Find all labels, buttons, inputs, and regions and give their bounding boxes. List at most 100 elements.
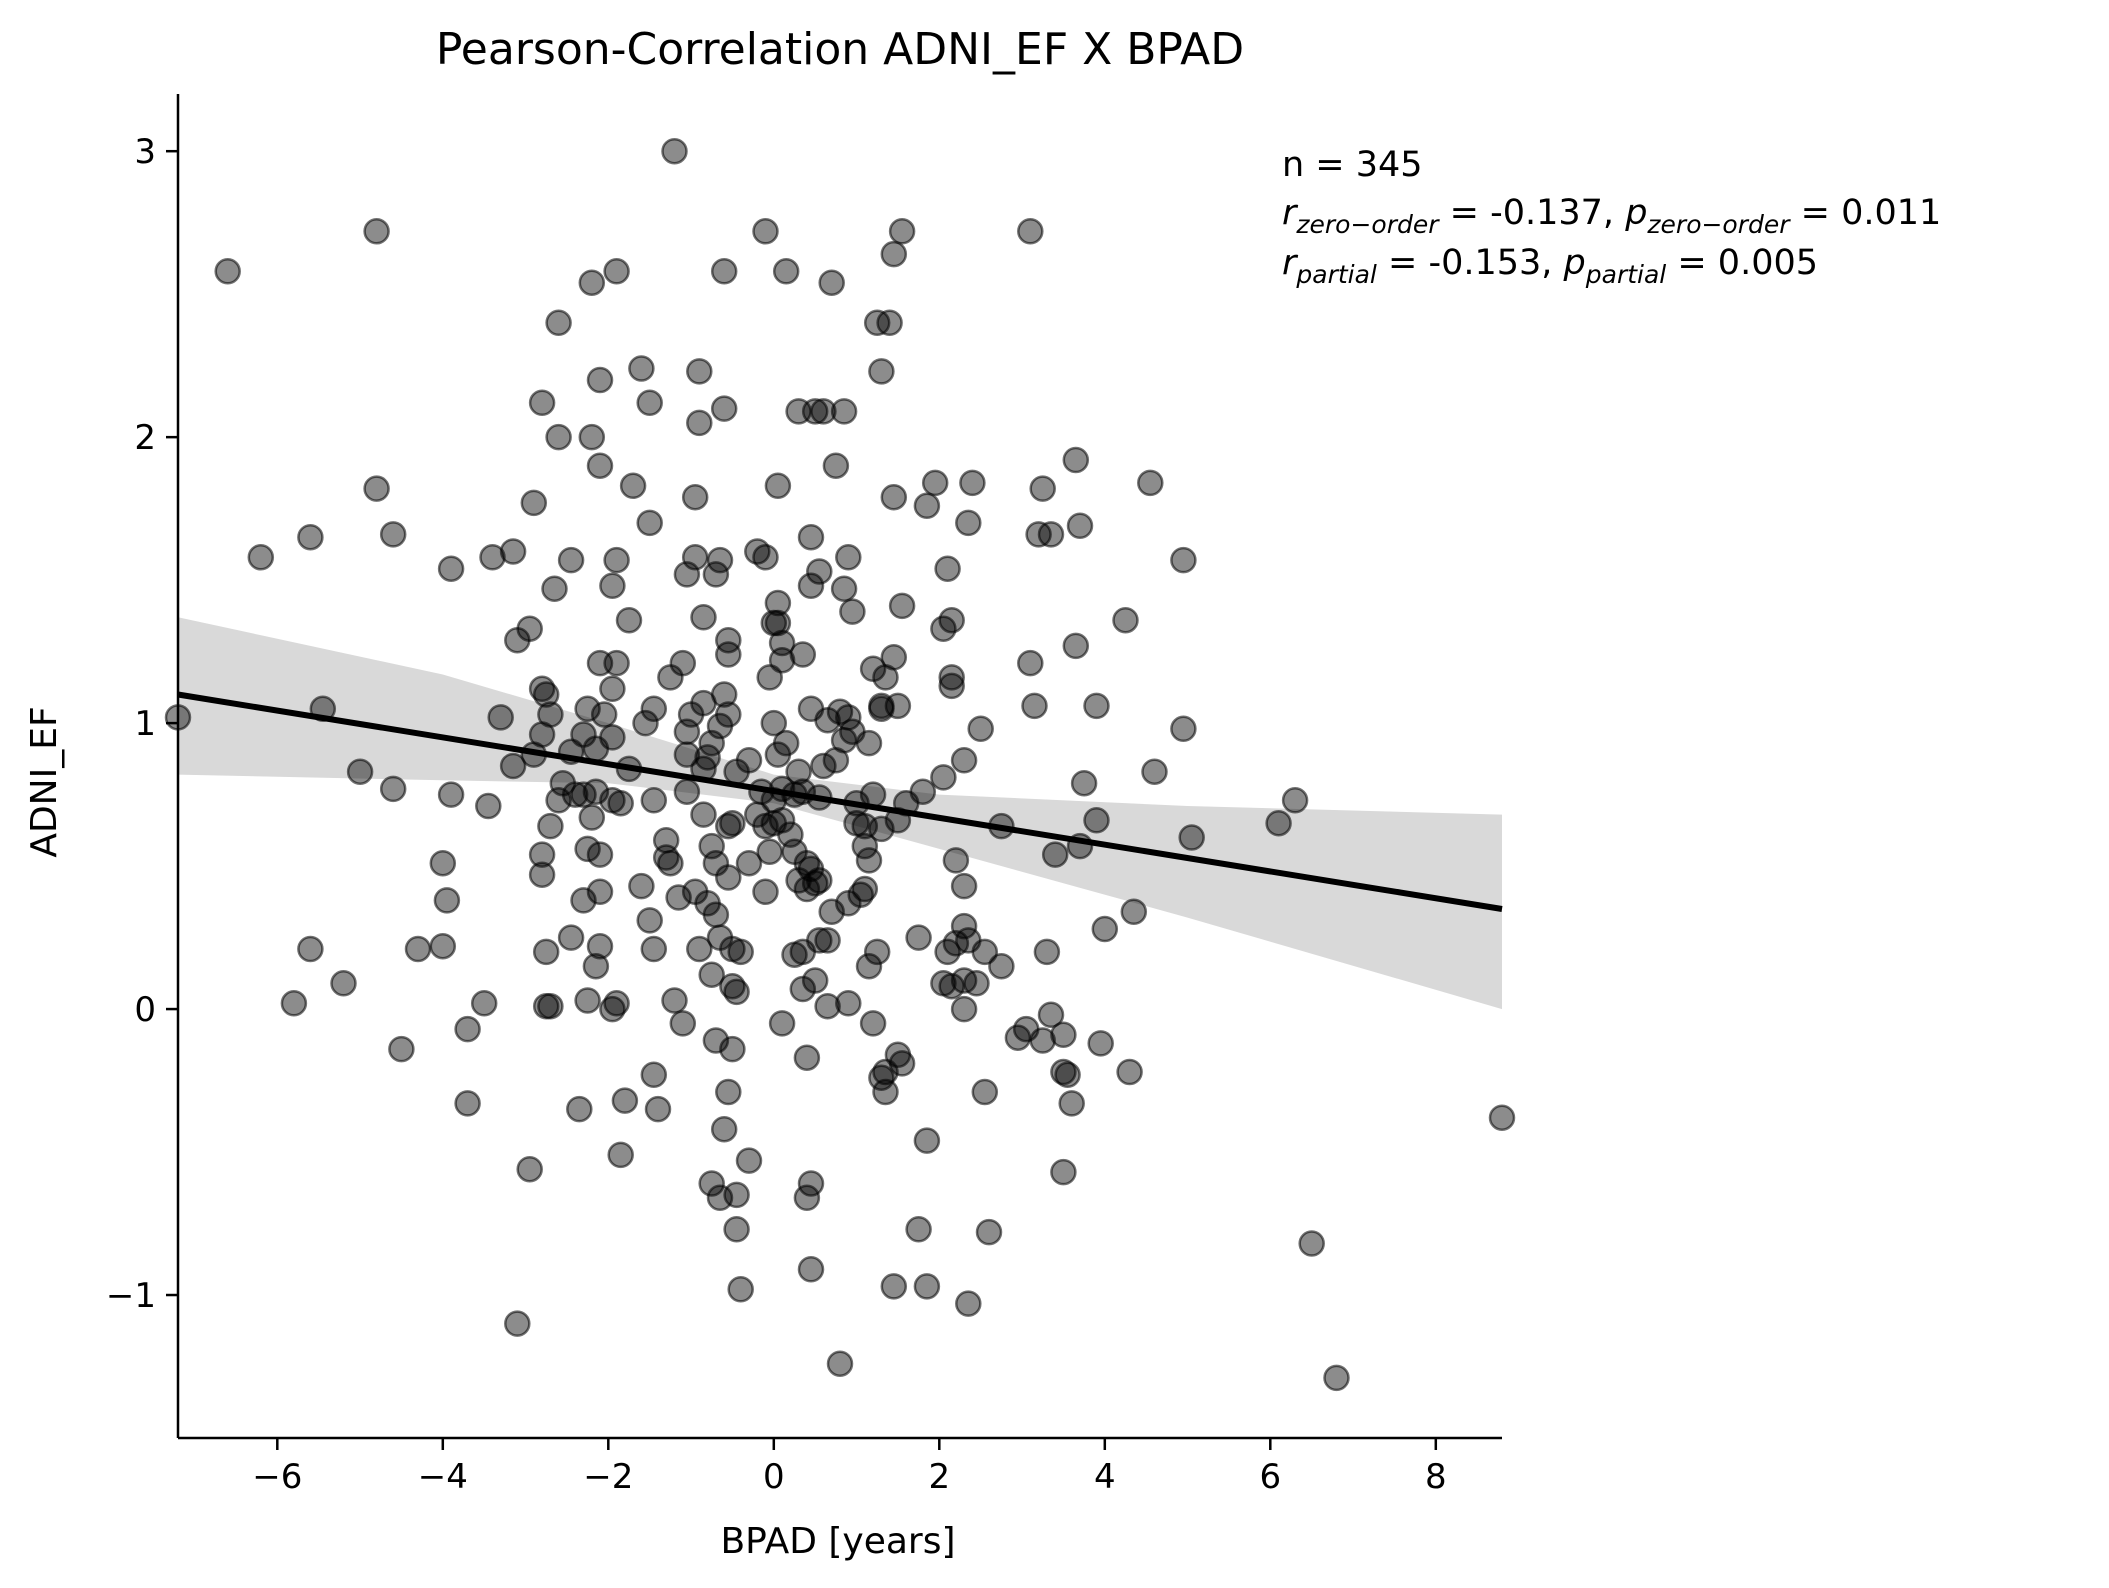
data-point bbox=[888, 592, 916, 620]
data-point bbox=[715, 812, 742, 840]
p-symbol: p bbox=[1563, 243, 1586, 283]
data-point bbox=[764, 589, 792, 617]
data-point bbox=[818, 269, 845, 296]
x-tick-label: 4 bbox=[1094, 1457, 1116, 1497]
data-point bbox=[988, 952, 1015, 980]
data-point bbox=[938, 672, 965, 700]
data-point bbox=[839, 598, 866, 625]
data-point bbox=[582, 735, 610, 763]
data-point bbox=[657, 664, 684, 691]
data-point bbox=[640, 695, 668, 723]
data-point bbox=[967, 715, 994, 743]
data-point bbox=[826, 1350, 854, 1377]
data-point bbox=[603, 649, 630, 677]
data-point bbox=[797, 1170, 825, 1197]
axes bbox=[176, 94, 1502, 1440]
data-point bbox=[822, 747, 850, 774]
data-point bbox=[586, 932, 614, 960]
data-point bbox=[628, 872, 655, 900]
data-point bbox=[801, 398, 829, 425]
data-point bbox=[855, 847, 883, 874]
annotation-zero-order: rzero−order = -0.137, pzero−order = 0.01… bbox=[1282, 193, 1941, 239]
data-point bbox=[723, 1216, 750, 1243]
data-point bbox=[636, 509, 663, 537]
data-point bbox=[516, 1155, 543, 1183]
data-point bbox=[1070, 769, 1098, 797]
data-point bbox=[760, 709, 788, 737]
data-point bbox=[752, 544, 779, 571]
data-point bbox=[1298, 1230, 1325, 1257]
data-point bbox=[479, 544, 506, 571]
data-point bbox=[752, 878, 779, 906]
p-symbol: p bbox=[1624, 193, 1647, 233]
data-point bbox=[1029, 475, 1056, 502]
data-point bbox=[715, 626, 742, 654]
data-point bbox=[1050, 1021, 1077, 1049]
data-point bbox=[504, 626, 531, 654]
data-point bbox=[537, 992, 564, 1020]
data-point bbox=[863, 938, 891, 966]
data-point bbox=[636, 907, 663, 934]
data-point bbox=[528, 841, 556, 868]
data-point bbox=[574, 987, 601, 1014]
data-point bbox=[715, 641, 742, 668]
data-point bbox=[557, 546, 585, 574]
data-point bbox=[619, 472, 647, 500]
data-point bbox=[673, 718, 701, 745]
data-point bbox=[719, 1035, 746, 1063]
data-point bbox=[690, 604, 717, 631]
data-point bbox=[574, 695, 601, 723]
data-point bbox=[1170, 715, 1197, 743]
data-point bbox=[789, 938, 817, 966]
data-point bbox=[872, 1078, 899, 1106]
data-point bbox=[698, 961, 725, 988]
data-point bbox=[681, 483, 709, 511]
stats-annotation: n = 345 rzero−order = -0.137, pzero−orde… bbox=[1282, 145, 1941, 289]
data-point bbox=[814, 927, 841, 954]
data-point bbox=[673, 778, 701, 805]
data-point bbox=[1112, 606, 1139, 634]
data-point bbox=[686, 358, 713, 385]
data-point bbox=[640, 935, 668, 963]
data-point bbox=[1037, 521, 1065, 548]
data-point bbox=[1488, 1104, 1516, 1131]
data-point bbox=[1037, 1001, 1065, 1029]
data-point bbox=[1050, 1158, 1077, 1186]
data-point bbox=[640, 787, 668, 814]
data-point bbox=[880, 483, 908, 511]
data-point bbox=[379, 775, 407, 803]
p-zero-order-value: = 0.011 bbox=[1790, 193, 1942, 233]
data-point bbox=[706, 712, 734, 740]
data-point bbox=[599, 675, 626, 703]
data-point bbox=[913, 1273, 941, 1300]
data-point bbox=[735, 849, 763, 877]
x-tick-label: 6 bbox=[1259, 1457, 1281, 1497]
data-point bbox=[454, 1015, 481, 1043]
data-point bbox=[640, 1061, 668, 1089]
data-point bbox=[888, 218, 916, 245]
data-point bbox=[950, 872, 978, 900]
data-point bbox=[433, 887, 461, 914]
data-point bbox=[797, 572, 825, 600]
data-point bbox=[686, 409, 713, 437]
data-point bbox=[835, 990, 862, 1017]
data-point bbox=[363, 218, 390, 245]
data-point bbox=[921, 469, 949, 497]
data-point bbox=[942, 847, 970, 874]
r-zero-order-value: = -0.137, bbox=[1439, 193, 1626, 233]
data-point bbox=[768, 1010, 796, 1037]
data-point bbox=[557, 924, 585, 951]
p-zero-order-subscript: zero−order bbox=[1646, 210, 1791, 239]
data-point bbox=[735, 1147, 763, 1174]
data-point bbox=[532, 938, 560, 966]
x-tick-label: 8 bbox=[1425, 1457, 1447, 1497]
data-point bbox=[963, 970, 990, 997]
y-axis-ticks: −1 0 1 2 3 bbox=[106, 132, 178, 1316]
data-point bbox=[1281, 787, 1309, 814]
data-point bbox=[710, 258, 738, 285]
data-point bbox=[669, 1010, 697, 1037]
data-point bbox=[528, 389, 556, 417]
data-point bbox=[686, 935, 713, 963]
r-zero-order-subscript: zero−order bbox=[1295, 210, 1440, 239]
data-point bbox=[752, 812, 779, 840]
